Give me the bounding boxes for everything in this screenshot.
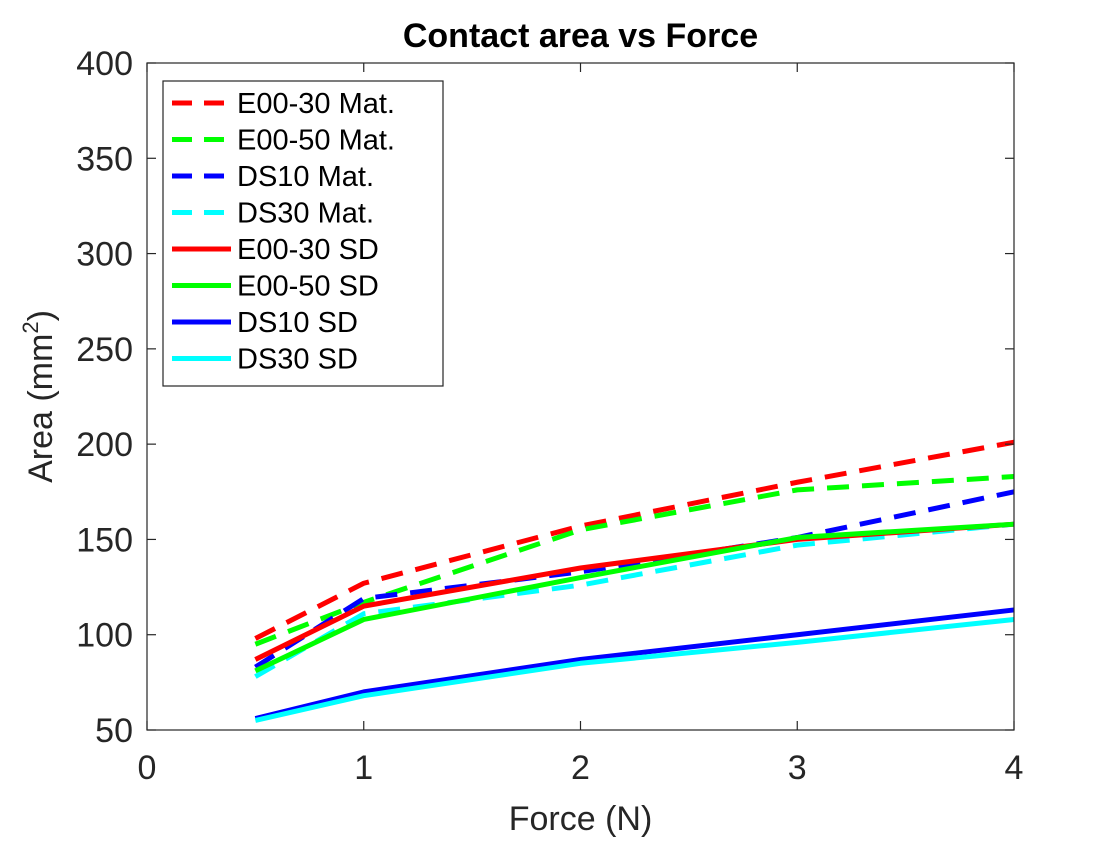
y-tick-label: 200 [76,426,133,464]
legend-entry-label: DS10 Mat. [237,161,374,193]
y-tick-label: 350 [76,140,133,178]
y-tick-label: 300 [76,236,133,274]
legend-entry-label: DS30 Mat. [237,198,374,230]
tick-layer: 0 1 2 3 4 50 100 150 200 250 300 350 400 [76,45,1023,787]
series-line-6 [254,607,1015,721]
x-tick-label: 1 [354,749,373,787]
y-axis-label: Area (mm2) [18,310,60,483]
y-axis-label-superscript: 2 [18,321,43,333]
legend-box [162,80,444,387]
legend-entry-label: E00-50 SD [237,271,379,303]
y-tick-label: 100 [76,617,133,655]
y-tick-label: 150 [76,521,133,559]
legend-entry-label: E00-50 Mat. [237,125,395,157]
x-axis-label: Force (N) [509,800,653,838]
y-tick-label: 250 [76,331,133,369]
series-line-0 [254,439,1015,641]
series-line-7 [254,616,1015,723]
series-line-5 [254,521,1015,674]
x-tick-label: 2 [571,749,590,787]
y-tick-label: 50 [95,712,133,750]
legend: E00-30 Mat. E00-50 Mat. DS10 Mat. DS30 Mat.… [162,80,444,387]
chart-title: Contact area vs Force [403,17,758,55]
y-tick-label: 400 [76,45,133,83]
legend-entry-label: E00-30 Mat. [237,88,395,120]
x-tick-label: 4 [1005,749,1024,787]
y-axis-label-main: Area (mm [22,334,60,483]
legend-entry-label: DS10 SD [237,307,358,339]
legend-entry-label: E00-30 SD [237,234,379,266]
series-layer [254,439,1015,723]
legend-entry-label: DS30 SD [237,344,358,376]
x-tick-label: 3 [788,749,807,787]
series-line-1 [254,474,1015,647]
x-tick-label: 0 [138,749,157,787]
y-axis-label-close: ) [22,310,60,321]
